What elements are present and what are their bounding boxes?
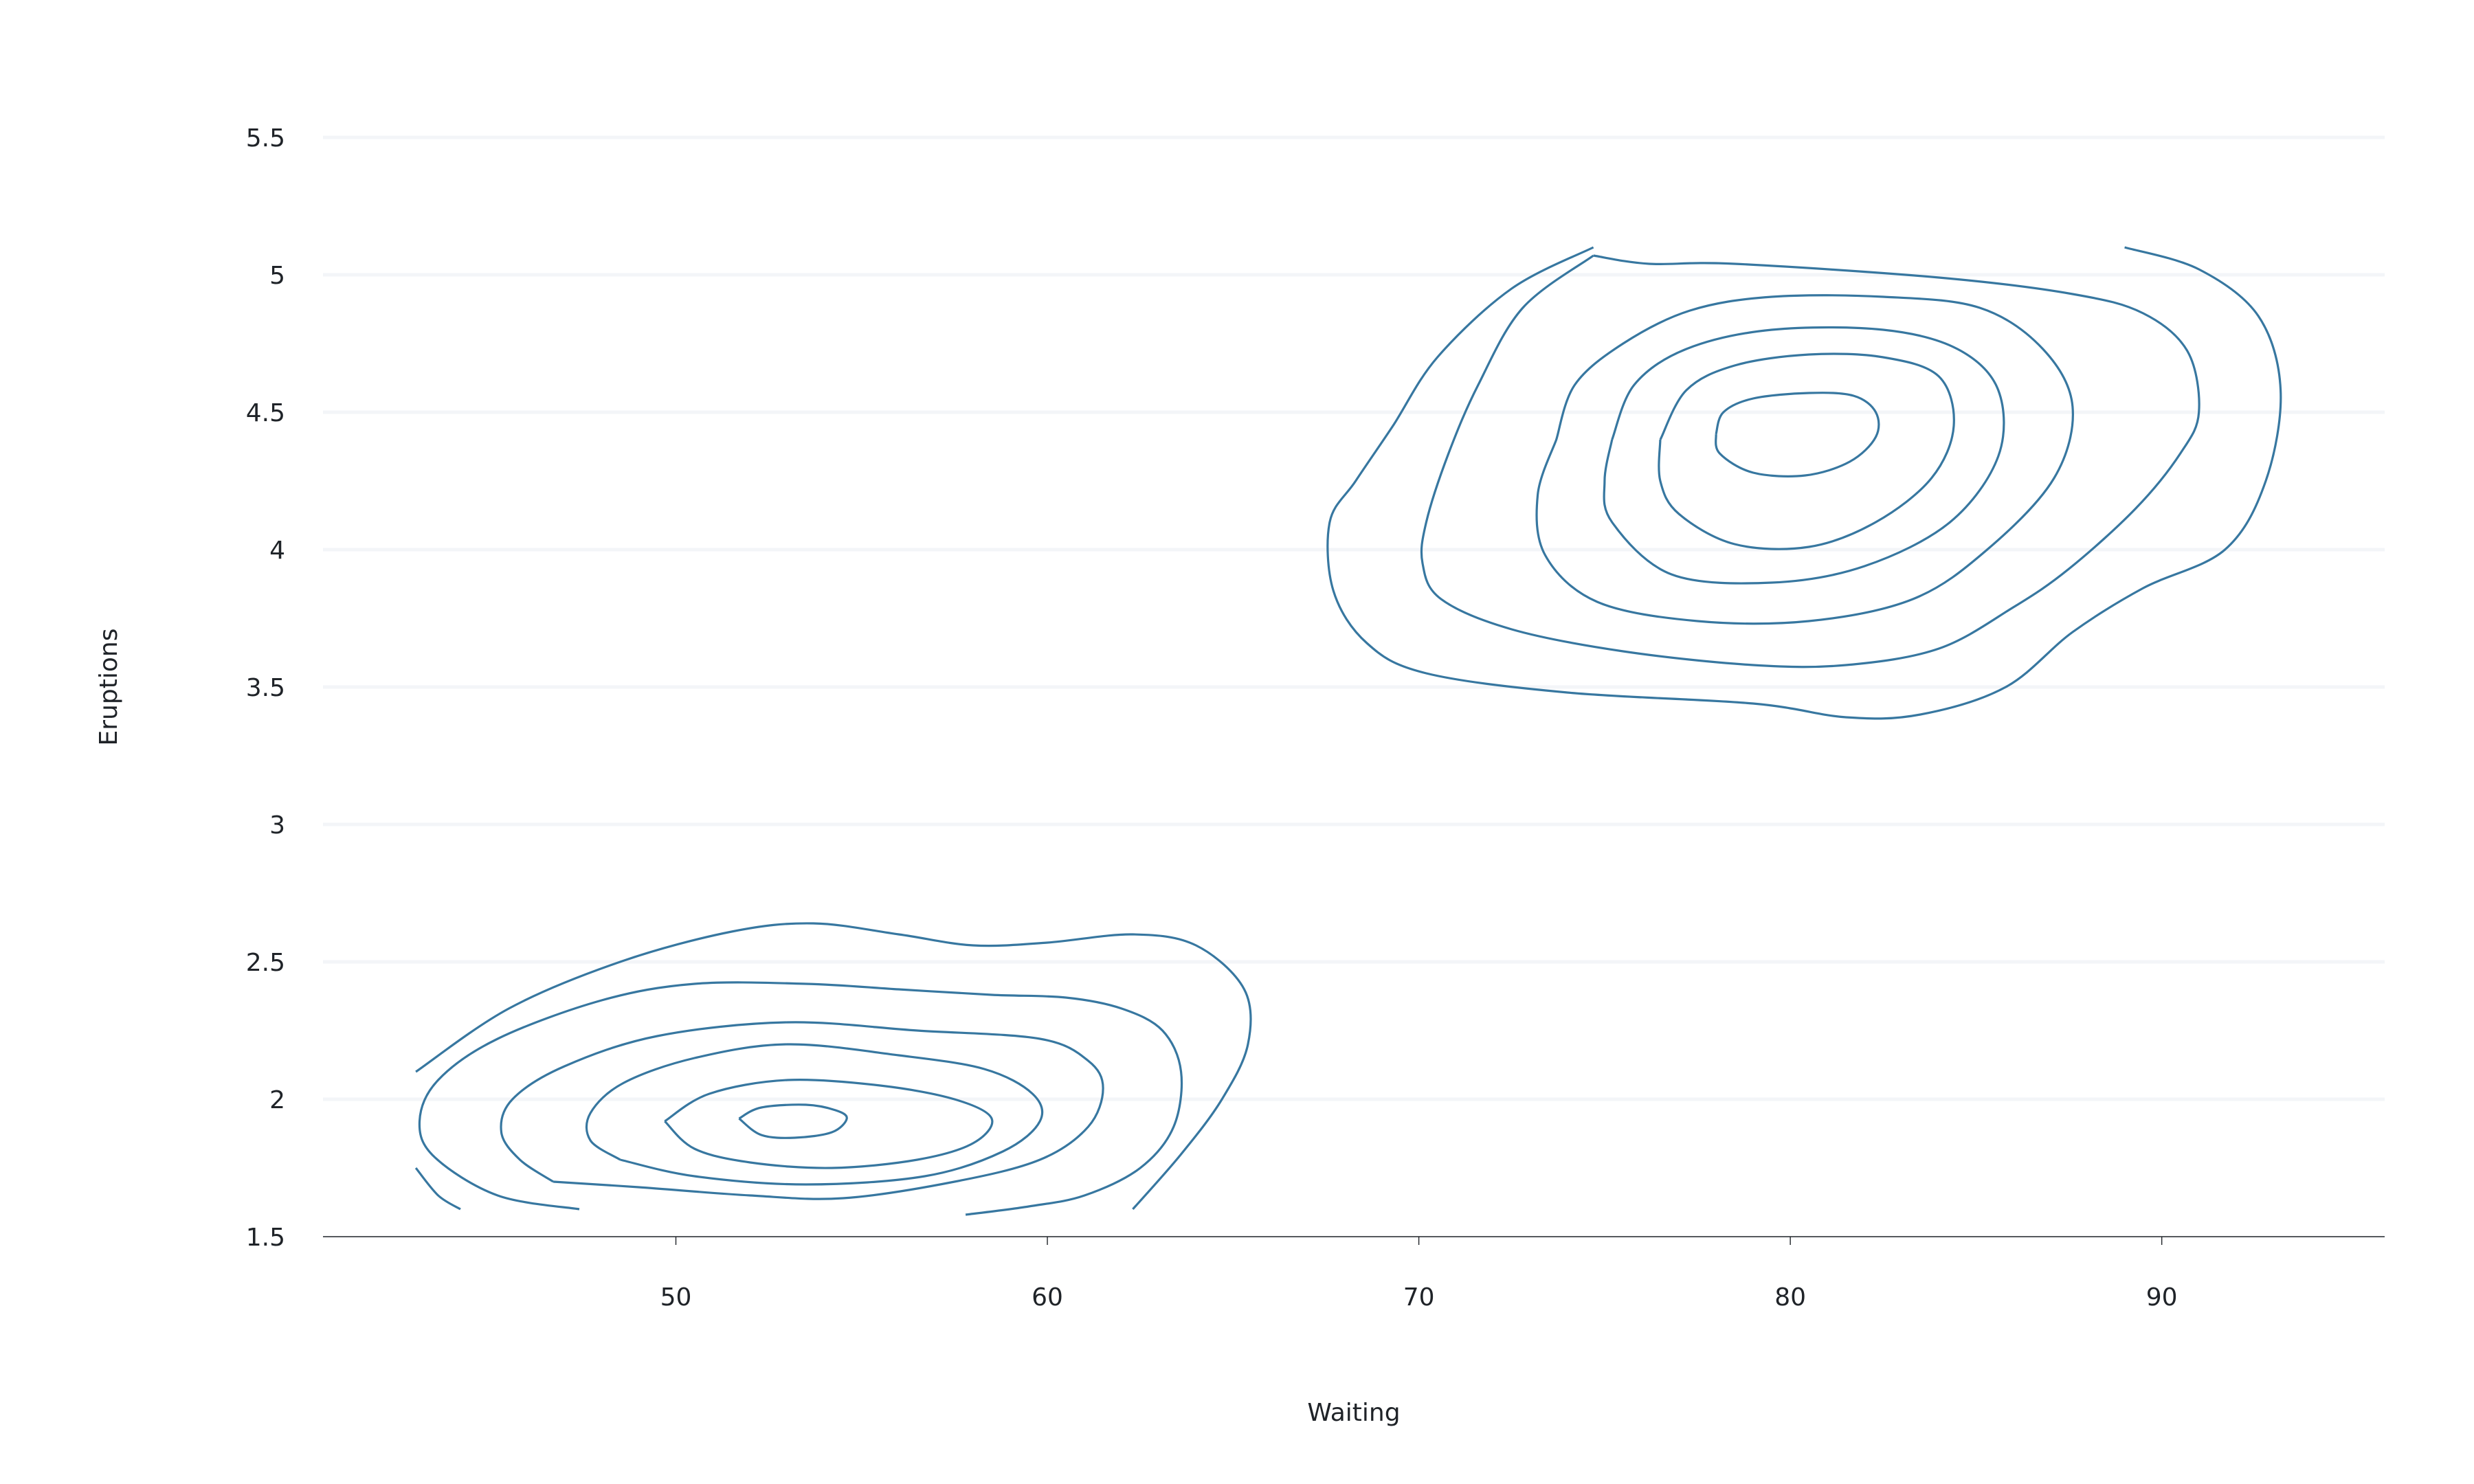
x-tick-label-90: 90: [2146, 1283, 2178, 1312]
contour-level-6: [738, 1103, 848, 1139]
contour-lines: [414, 246, 2282, 1216]
x-tick-label-80: 80: [1774, 1283, 1806, 1312]
contour-level-4b: [1603, 326, 2005, 585]
y-ticks: 1.5 2 2.5 3 3.5 4 4.5 5 5.5: [246, 124, 285, 1252]
y-tick-label-4: 4: [269, 537, 285, 565]
x-ticks: 50 60 70 80 90: [660, 1237, 2178, 1312]
contour-level-4: [585, 1043, 1044, 1186]
y-tick-label-2.5: 2.5: [246, 949, 285, 977]
y-tick-label-2: 2: [269, 1086, 285, 1114]
x-tick-label-50: 50: [660, 1283, 692, 1312]
y-tick-label-1.5: 1.5: [246, 1224, 285, 1252]
contour-level-1: [415, 922, 1252, 1211]
y-tick-label-3: 3: [269, 811, 285, 840]
contour-level-1c: [1326, 246, 2282, 720]
contour-level-3: [500, 1021, 1104, 1200]
contour-level-5: [664, 1078, 994, 1169]
y-tick-label-4.5: 4.5: [246, 399, 285, 427]
y-tick-label-5: 5: [269, 262, 285, 290]
contour-level-1b: [414, 1167, 461, 1211]
contour-level-2b: [1420, 254, 2200, 668]
y-tick-label-3.5: 3.5: [246, 674, 285, 702]
x-tick-label-60: 60: [1032, 1283, 1063, 1312]
contour-level-3b: [1535, 294, 2074, 625]
x-tick-label-70: 70: [1403, 1283, 1435, 1312]
contour-level-5b: [1658, 352, 1955, 550]
y-axis-title: Eruptions: [95, 629, 123, 746]
x-axis-title: Waiting: [1307, 1399, 1400, 1427]
y-tick-label-5.5: 5.5: [246, 124, 285, 153]
contour-level-6b: [1715, 392, 1880, 477]
gridlines: [323, 135, 2385, 1101]
contour-level-2: [418, 981, 1183, 1216]
